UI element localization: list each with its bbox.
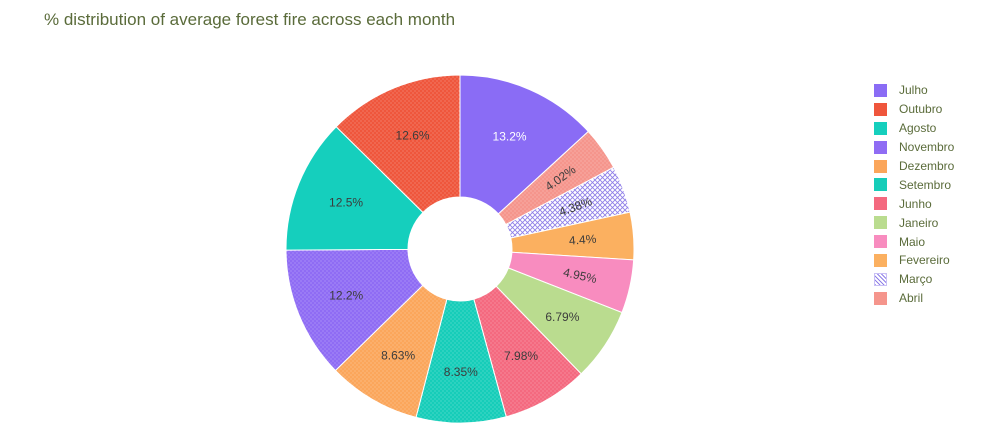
legend-swatch-julho: [874, 83, 887, 97]
legend-item-maio[interactable]: Maio: [874, 232, 954, 251]
legend-label-junho: Junho: [899, 196, 932, 211]
legend-swatch-marco: [874, 272, 887, 286]
slice-julho[interactable]: [459, 74, 590, 215]
legend-label-janeiro: Janeiro: [899, 215, 939, 230]
legend-item-junho[interactable]: Junho: [874, 194, 954, 213]
legend-label-novembro: Novembro: [899, 140, 955, 155]
legend-swatch-janeiro: [874, 216, 887, 230]
slice-label-novembro: 12.2%: [329, 289, 363, 303]
legend-item-janeiro[interactable]: Janeiro: [874, 213, 954, 232]
slice-label-janeiro: 6.79%: [545, 310, 579, 324]
legend-label-marco: Março: [899, 272, 933, 287]
legend-swatch-junho: [874, 197, 887, 211]
legend-swatch-maio: [874, 235, 887, 249]
slice-label-dezembro: 8.63%: [381, 348, 415, 362]
slice-dezembro[interactable]: [334, 284, 448, 418]
legend-item-novembro[interactable]: Novembro: [874, 138, 954, 157]
legend-swatch-agosto: [874, 121, 887, 135]
slice-label-junho: 7.98%: [504, 349, 538, 363]
legend-label-abril: Abril: [899, 291, 924, 306]
legend-swatch-outubro: [874, 102, 887, 116]
slice-label-setembro: 8.35%: [444, 365, 478, 379]
slice-novembro[interactable]: [285, 248, 424, 372]
legend-swatch-abril: [874, 291, 887, 305]
legend-label-agosto: Agosto: [899, 121, 937, 136]
legend-label-julho: Julho: [899, 83, 928, 98]
legend-item-julho[interactable]: Julho: [874, 81, 954, 100]
legend-label-maio: Maio: [899, 234, 926, 249]
slice-label-julho: 13.2%: [493, 129, 527, 143]
legend-item-outubro[interactable]: Outubro: [874, 100, 954, 119]
slice-label-agosto: 12.5%: [329, 196, 363, 210]
legend-item-abril[interactable]: Abril: [874, 289, 954, 308]
legend-swatch-setembro: [874, 178, 887, 192]
legend-label-dezembro: Dezembro: [899, 159, 955, 173]
slice-agosto[interactable]: [285, 126, 424, 251]
slice-outubro[interactable]: [335, 74, 461, 214]
legend: Julho Outubro Agosto Novembro Dezembro Setemb…: [874, 81, 954, 308]
legend-swatch-fevereiro: [874, 253, 887, 267]
legend-label-outubro: Outubro: [899, 102, 943, 117]
legend-item-dezembro[interactable]: Dezembro: [874, 157, 954, 176]
legend-label-fevereiro: Fevereiro: [899, 253, 950, 268]
legend-swatch-dezembro: [874, 159, 887, 173]
legend-item-setembro[interactable]: Setembro: [874, 175, 954, 194]
chart-title: % distribution of average forest fire ac…: [44, 10, 456, 29]
slice-label-outubro: 12.6%: [396, 129, 430, 143]
legend-item-agosto[interactable]: Agosto: [874, 119, 954, 138]
legend-item-marco[interactable]: Março: [874, 270, 954, 289]
legend-swatch-novembro: [874, 140, 887, 154]
legend-label-setembro: Setembro: [899, 177, 952, 192]
slice-label-fevereiro: 4.4%: [568, 232, 597, 248]
legend-item-fevereiro[interactable]: Fevereiro: [874, 251, 954, 270]
